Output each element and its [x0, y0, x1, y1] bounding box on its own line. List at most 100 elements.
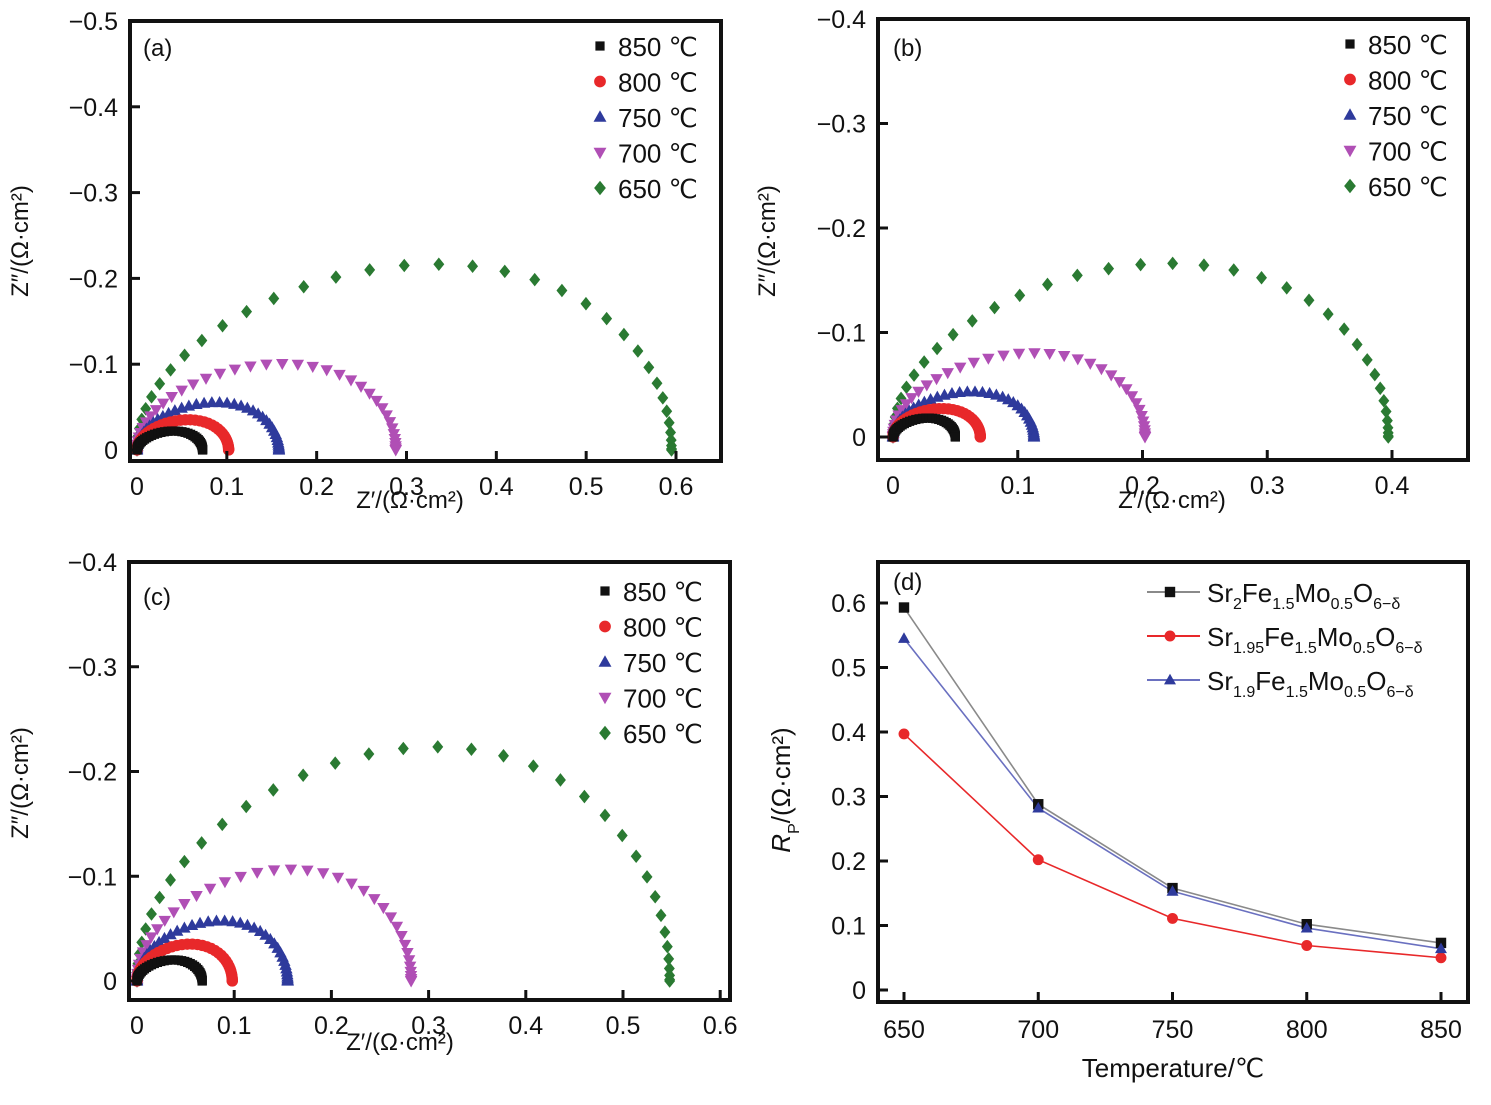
- data-point: [1125, 391, 1139, 403]
- legend-marker: [1164, 630, 1176, 642]
- data-point: [1043, 348, 1056, 361]
- data-point: [154, 377, 166, 391]
- data-point: [900, 380, 912, 395]
- legend-marker: [593, 110, 607, 122]
- y-tick-label: −0.4: [817, 6, 866, 34]
- data-point: [467, 259, 479, 273]
- data-point: [1303, 293, 1315, 308]
- data-point: [905, 393, 918, 405]
- y-axis-title: RP/(Ω·cm²): [766, 727, 803, 852]
- y-axis-title: Z″/(Ω·cm²): [7, 727, 34, 839]
- legend: Sr2​Fe1.5​Mo0.5​O6−δ​ Sr1.95​Fe1.5​Mo0.5​…: [1147, 578, 1423, 701]
- data-point: [213, 368, 227, 380]
- y-tick-label: 0.1: [831, 913, 866, 941]
- data-point: [556, 283, 568, 298]
- data-point: [1361, 353, 1373, 367]
- y-tick-label: −0.2: [69, 265, 118, 293]
- data-point: [941, 368, 954, 380]
- data-point: [267, 783, 279, 797]
- data-point: [1351, 337, 1363, 352]
- series-700C: [130, 864, 418, 988]
- data-point: [217, 319, 229, 333]
- x-axis-title: Z′/(Ω·cm²): [1118, 487, 1226, 514]
- data-point: [156, 398, 170, 410]
- data-point: [1138, 432, 1152, 444]
- data-point: [1198, 258, 1210, 272]
- data-point: [630, 849, 642, 864]
- data-point: [499, 264, 511, 279]
- legend-label: 750 ℃: [1368, 101, 1448, 131]
- data-point: [401, 947, 414, 960]
- legend-marker: [599, 725, 611, 741]
- y-tick-label: −0.4: [68, 549, 117, 577]
- x-tick-label: 0.5: [606, 1012, 641, 1040]
- x-tick-label: 0.4: [1375, 472, 1410, 500]
- data-point: [272, 443, 286, 455]
- data-point: [1014, 288, 1026, 303]
- data-point: [1104, 370, 1118, 382]
- data-point: [655, 908, 667, 923]
- data-point: [281, 974, 294, 986]
- data-point: [397, 741, 409, 756]
- x-tick-label: 0.4: [479, 473, 514, 501]
- data-point: [178, 854, 190, 869]
- legend-label: Sr1.95​Fe1.5​Mo0.5​O6−δ​: [1207, 622, 1423, 657]
- data-point: [222, 444, 235, 456]
- data-point: [641, 870, 653, 884]
- data-point: [1027, 430, 1041, 442]
- data-point: [1380, 404, 1392, 419]
- data-point: [908, 368, 920, 382]
- data-point: [158, 931, 171, 944]
- data-point: [580, 296, 592, 311]
- x-tick-label: 0.3: [389, 473, 424, 501]
- x-tick-label: 0.4: [508, 1012, 543, 1040]
- panel-d: 650 700 750 800 850 0 0.1 0.2 0.3 0.4 0.5 0.6 Temper…: [766, 560, 1470, 1083]
- panel-c: 0 0.1 0.2 0.3 0.4 0.5 0.6 0 −0.1 −0.2 −0.3 −0.4 Z″/(…: [7, 549, 738, 1056]
- data-point: [395, 931, 408, 943]
- data-point: [498, 749, 509, 763]
- data-point: [333, 369, 346, 381]
- data-point: [1338, 322, 1350, 336]
- data-point: [601, 311, 613, 326]
- x-tick-label: 650: [883, 1016, 925, 1044]
- data-point: [306, 361, 319, 373]
- data-point: [284, 864, 298, 876]
- x-tick-label: 700: [1017, 1016, 1059, 1044]
- data-point: [199, 373, 213, 385]
- data-point: [554, 773, 566, 787]
- legend-marker: [1344, 73, 1356, 86]
- data-point: [1300, 921, 1313, 933]
- x-axis-title: Z′/(Ω·cm²): [346, 1029, 454, 1056]
- data-point: [976, 385, 989, 397]
- data-point: [390, 921, 404, 933]
- x-tick-label: 0.6: [659, 473, 694, 501]
- data-point: [165, 873, 176, 887]
- data-point: [1042, 277, 1053, 292]
- y-tick-label: 0.6: [831, 590, 866, 618]
- data-point: [220, 396, 234, 408]
- legend-label: 850 ℃: [618, 32, 698, 62]
- data-point: [201, 915, 215, 927]
- data-point: [210, 914, 223, 926]
- x-tick-label: 0.1: [1000, 472, 1035, 500]
- legend-marker: [1343, 108, 1357, 120]
- y-tick-label: −0.3: [69, 180, 118, 208]
- data-point: [175, 385, 188, 397]
- data-point: [331, 872, 345, 884]
- data-point: [240, 799, 252, 814]
- data-point: [1084, 358, 1097, 370]
- data-point: [152, 935, 166, 947]
- data-point: [599, 808, 611, 823]
- legend-label: 650 ℃: [1368, 172, 1448, 202]
- data-point: [1256, 270, 1267, 285]
- series-line: [903, 733, 1442, 959]
- panel-b: 0 0.1 0.2 0.3 0.4 0 −0.1 −0.2 −0.3 −0.4 Z″/(Ω·cm²)…: [754, 6, 1470, 514]
- data-point: [1103, 261, 1115, 276]
- legend-label: 650 ℃: [618, 174, 698, 204]
- panel-label: (a): [143, 35, 172, 62]
- data-point: [1374, 381, 1386, 396]
- data-point: [661, 404, 673, 418]
- data-point: [165, 363, 177, 377]
- data-point: [527, 759, 539, 773]
- data-point: [1032, 854, 1044, 866]
